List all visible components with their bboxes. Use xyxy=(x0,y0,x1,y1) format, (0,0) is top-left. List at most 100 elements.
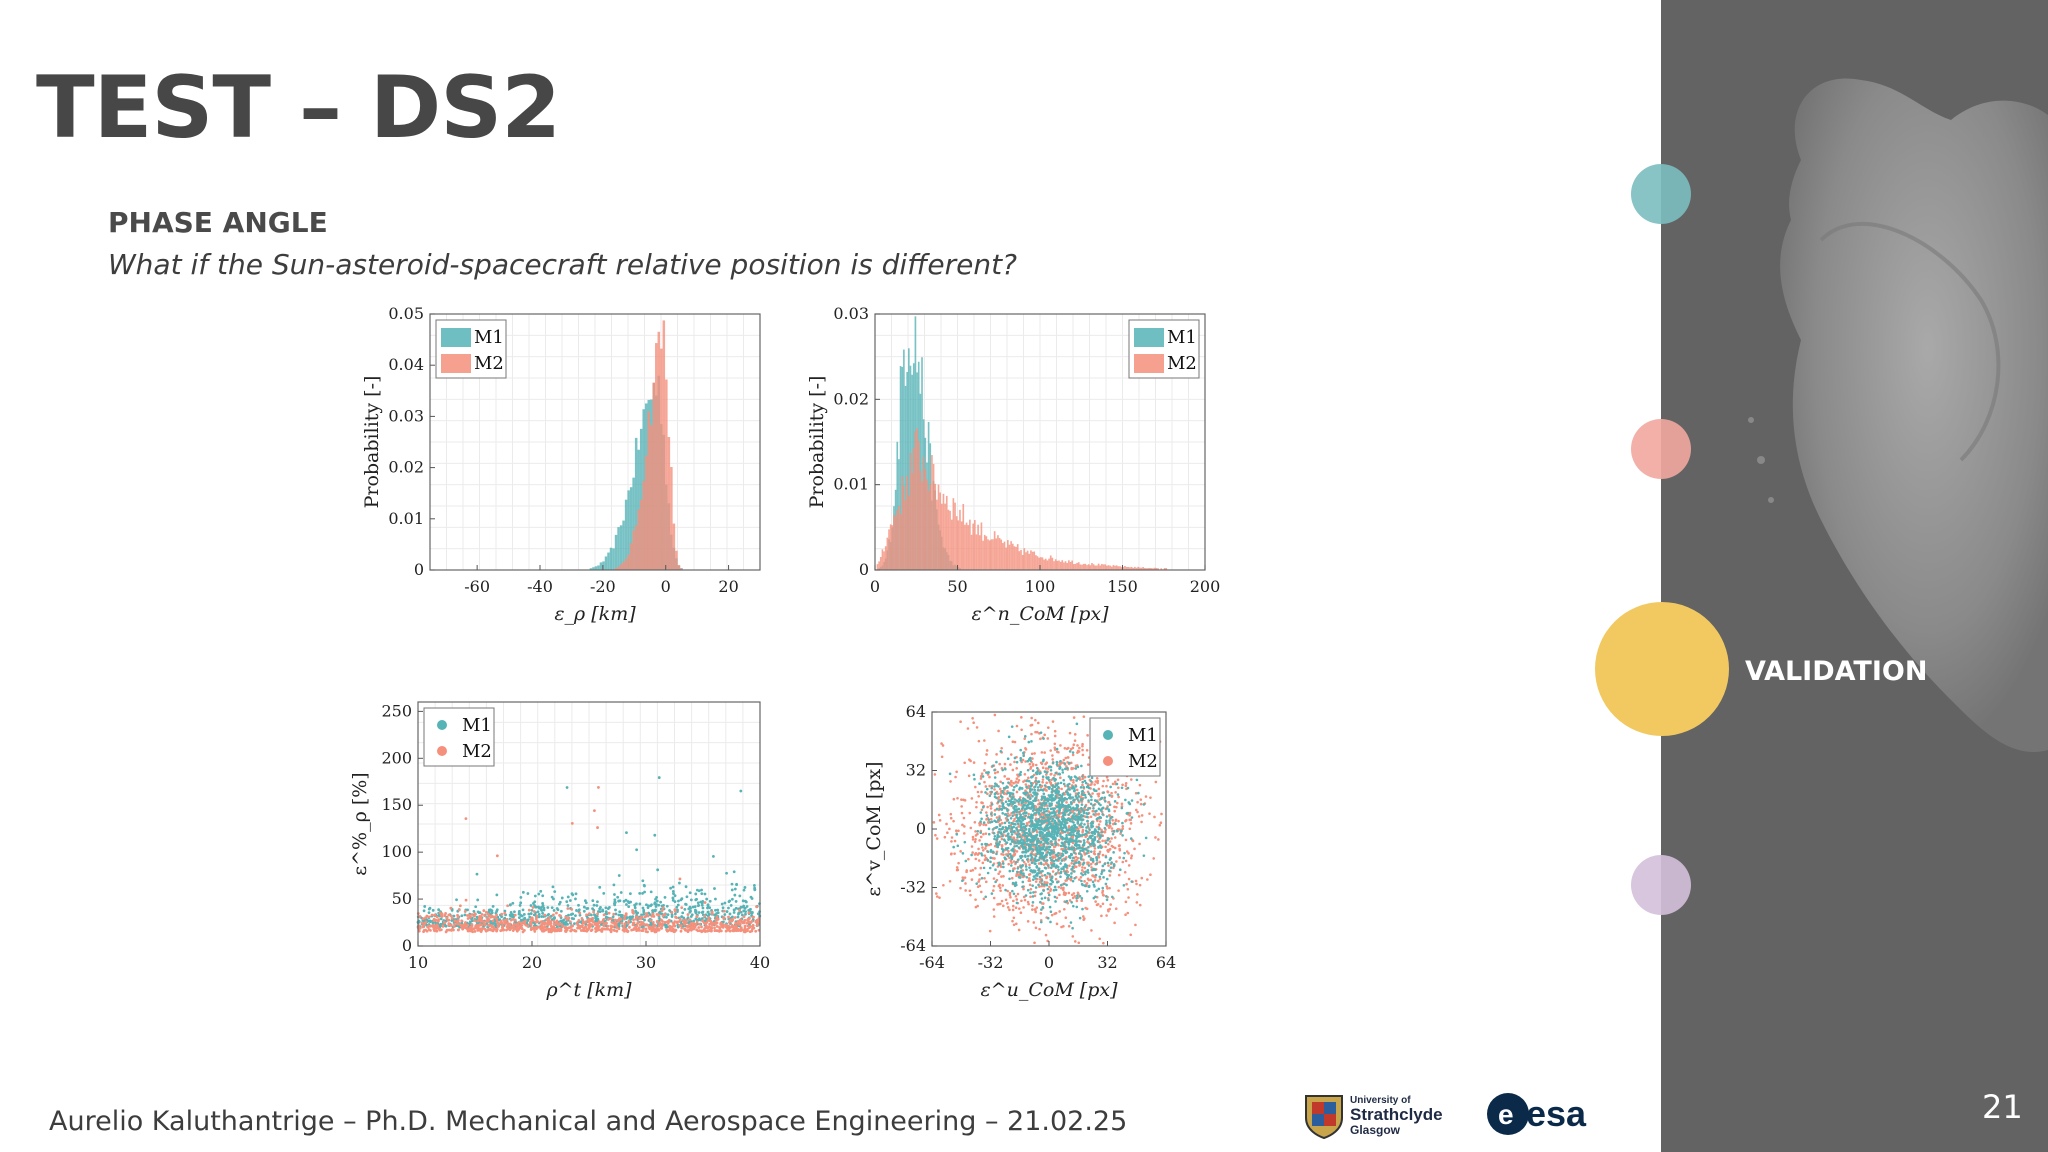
scatter-point xyxy=(755,905,758,909)
scatter-point xyxy=(1017,846,1021,849)
scatter-point xyxy=(593,809,596,813)
scatter-point xyxy=(466,914,469,917)
histogram-bar xyxy=(917,441,920,570)
scatter-point xyxy=(537,912,541,916)
scatter-point xyxy=(634,909,638,913)
scatter-point xyxy=(1053,746,1057,749)
scatter-point xyxy=(1138,783,1142,787)
legend-box xyxy=(423,707,495,767)
scatter-point xyxy=(1072,799,1075,802)
scatter-point xyxy=(999,818,1003,822)
scatter-point xyxy=(1055,859,1059,862)
scatter-point xyxy=(1041,780,1044,784)
scatter-point xyxy=(946,831,949,835)
scatter-point xyxy=(1027,740,1031,744)
scatter-point xyxy=(1025,785,1028,789)
scatter-point xyxy=(548,916,551,920)
scatter-point xyxy=(707,916,711,920)
scatter-point xyxy=(1027,800,1030,803)
scatter-point xyxy=(1053,729,1057,733)
scatter-point xyxy=(977,794,981,798)
histogram-bar xyxy=(934,483,937,570)
scatter-point xyxy=(1053,895,1057,899)
scatter-point xyxy=(995,784,999,787)
histogram-bar xyxy=(1025,552,1027,570)
scatter-point xyxy=(700,903,704,907)
scatter-point xyxy=(1090,795,1093,798)
scatter-point xyxy=(534,917,538,921)
histogram-bar xyxy=(896,441,899,570)
scatter-point xyxy=(506,922,510,925)
nav-label-validation[interactable]: VALIDATION xyxy=(1745,656,1928,687)
scatter-point xyxy=(449,906,453,910)
scatter-point xyxy=(1106,887,1109,890)
scatter-point xyxy=(1000,795,1004,799)
scatter-point xyxy=(1008,891,1012,895)
scatter-point xyxy=(715,915,719,919)
scatter-point xyxy=(1040,819,1044,823)
scatter-point xyxy=(945,822,948,826)
nav-circle-2[interactable] xyxy=(1631,419,1691,479)
scatter-point xyxy=(756,924,759,927)
histogram-bar xyxy=(660,348,663,570)
scatter-point xyxy=(1075,899,1079,903)
scatter-point xyxy=(466,908,469,912)
scatter-point xyxy=(737,911,741,915)
scatter-point xyxy=(993,809,997,812)
scatter-point xyxy=(975,800,978,804)
histogram-bar xyxy=(1094,565,1097,570)
scatter-point xyxy=(596,826,599,829)
histogram-bar xyxy=(1040,557,1042,570)
scatter-point xyxy=(751,915,755,919)
scatter-point xyxy=(1076,777,1080,780)
nav-circle-validation[interactable] xyxy=(1595,602,1729,736)
nav-circle-4[interactable] xyxy=(1631,855,1691,915)
scatter-point xyxy=(1101,864,1105,868)
x-tick-label: 20 xyxy=(522,953,542,972)
scatter-point xyxy=(1075,897,1078,900)
scatter-point xyxy=(542,908,546,912)
scatter-point xyxy=(465,927,469,931)
histogram-bar xyxy=(888,529,890,570)
scatter-point xyxy=(1114,819,1118,823)
scatter-point xyxy=(566,907,570,910)
scatter-point xyxy=(1097,794,1100,798)
scatter-point xyxy=(1128,827,1132,831)
nav-circle-1[interactable] xyxy=(1631,164,1691,224)
scatter-point xyxy=(478,923,481,927)
histogram-bar xyxy=(906,372,908,570)
scatter-point xyxy=(979,777,983,780)
scatter-point xyxy=(1081,866,1084,869)
scatter-point xyxy=(732,870,736,874)
scatter-point xyxy=(449,924,453,927)
histogram-bar xyxy=(1152,568,1154,570)
scatter-point xyxy=(745,905,749,908)
histogram-bar xyxy=(1041,557,1044,570)
scatter-point xyxy=(1031,878,1035,881)
scatter-point xyxy=(612,928,615,932)
scatter-point xyxy=(1106,790,1110,794)
scatter-point xyxy=(1050,840,1053,843)
scatter-point xyxy=(593,913,596,917)
scatter-point xyxy=(544,928,548,932)
scatter-point xyxy=(560,919,564,923)
scatter-point xyxy=(978,873,981,876)
scatter-point xyxy=(971,868,975,872)
scatter-point xyxy=(1027,815,1031,819)
scatter-point xyxy=(971,838,975,841)
scatter-point xyxy=(1105,885,1109,888)
scatter-point xyxy=(522,913,526,916)
scatter-point xyxy=(1105,877,1109,881)
histogram-bar xyxy=(1036,556,1039,570)
scatter-point xyxy=(1015,784,1018,787)
scatter-point xyxy=(957,829,960,833)
scatter-point xyxy=(981,801,984,805)
scatter-point xyxy=(431,923,435,927)
scatter-point xyxy=(730,923,734,927)
scatter-point xyxy=(1018,832,1021,836)
scatter-point xyxy=(531,906,535,909)
scatter-point xyxy=(984,847,987,850)
scatter-point xyxy=(1045,773,1048,776)
scatter-point xyxy=(960,805,963,808)
histogram-bar xyxy=(937,484,940,570)
